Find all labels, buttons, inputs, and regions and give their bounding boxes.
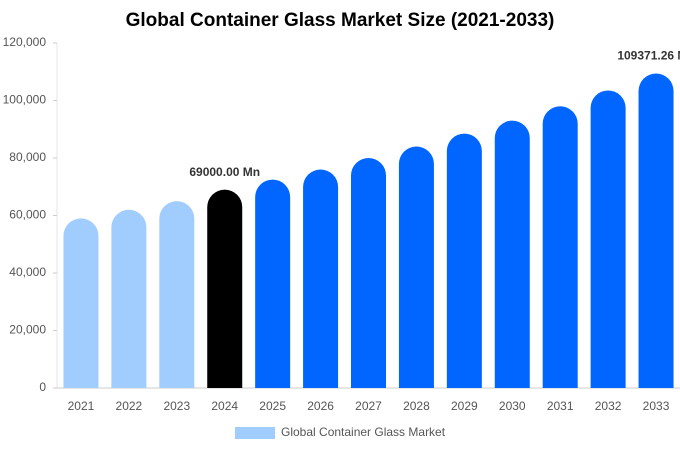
x-tick-label: 2022: [116, 399, 143, 413]
bar: [207, 189, 243, 388]
x-tick-label: 2021: [68, 399, 95, 413]
bar: [303, 169, 339, 388]
bar: [542, 106, 578, 388]
chart-title: Global Container Glass Market Size (2021…: [126, 10, 555, 31]
bar: [494, 120, 530, 388]
bar: [255, 179, 291, 388]
y-tick-label: 0: [39, 380, 46, 394]
x-tick-label: 2027: [355, 399, 382, 413]
bar: [63, 218, 99, 388]
value-label: 69000.00 Mn: [189, 165, 260, 179]
legend-label: Global Container Glass Market: [281, 425, 446, 439]
bar: [111, 209, 147, 388]
x-tick-label: 2033: [643, 399, 670, 413]
x-tick-label: 2024: [211, 399, 238, 413]
y-tick-label: 120,000: [3, 35, 47, 49]
value-label: 109371.26 Mn: [617, 49, 680, 63]
x-tick-label: 2023: [163, 399, 190, 413]
bar: [638, 73, 674, 389]
bar: [351, 158, 386, 388]
bar: [159, 201, 195, 388]
bar: [398, 146, 434, 388]
x-tick-label: 2030: [499, 399, 526, 413]
x-tick-label: 2032: [595, 399, 622, 413]
y-tick-label: 60,000: [9, 208, 46, 222]
y-tick-label: 40,000: [9, 265, 46, 279]
bar: [590, 90, 626, 388]
y-tick-label: 20,000: [9, 323, 46, 337]
x-tick-label: 2031: [547, 399, 574, 413]
y-tick-label: 100,000: [3, 93, 47, 107]
x-tick-label: 2026: [307, 399, 334, 413]
bar: [446, 133, 482, 388]
x-tick-label: 2028: [403, 399, 430, 413]
legend-swatch: [235, 427, 275, 439]
x-tick-label: 2025: [259, 399, 286, 413]
y-tick-label: 80,000: [9, 150, 46, 164]
x-tick-label: 2029: [451, 399, 478, 413]
